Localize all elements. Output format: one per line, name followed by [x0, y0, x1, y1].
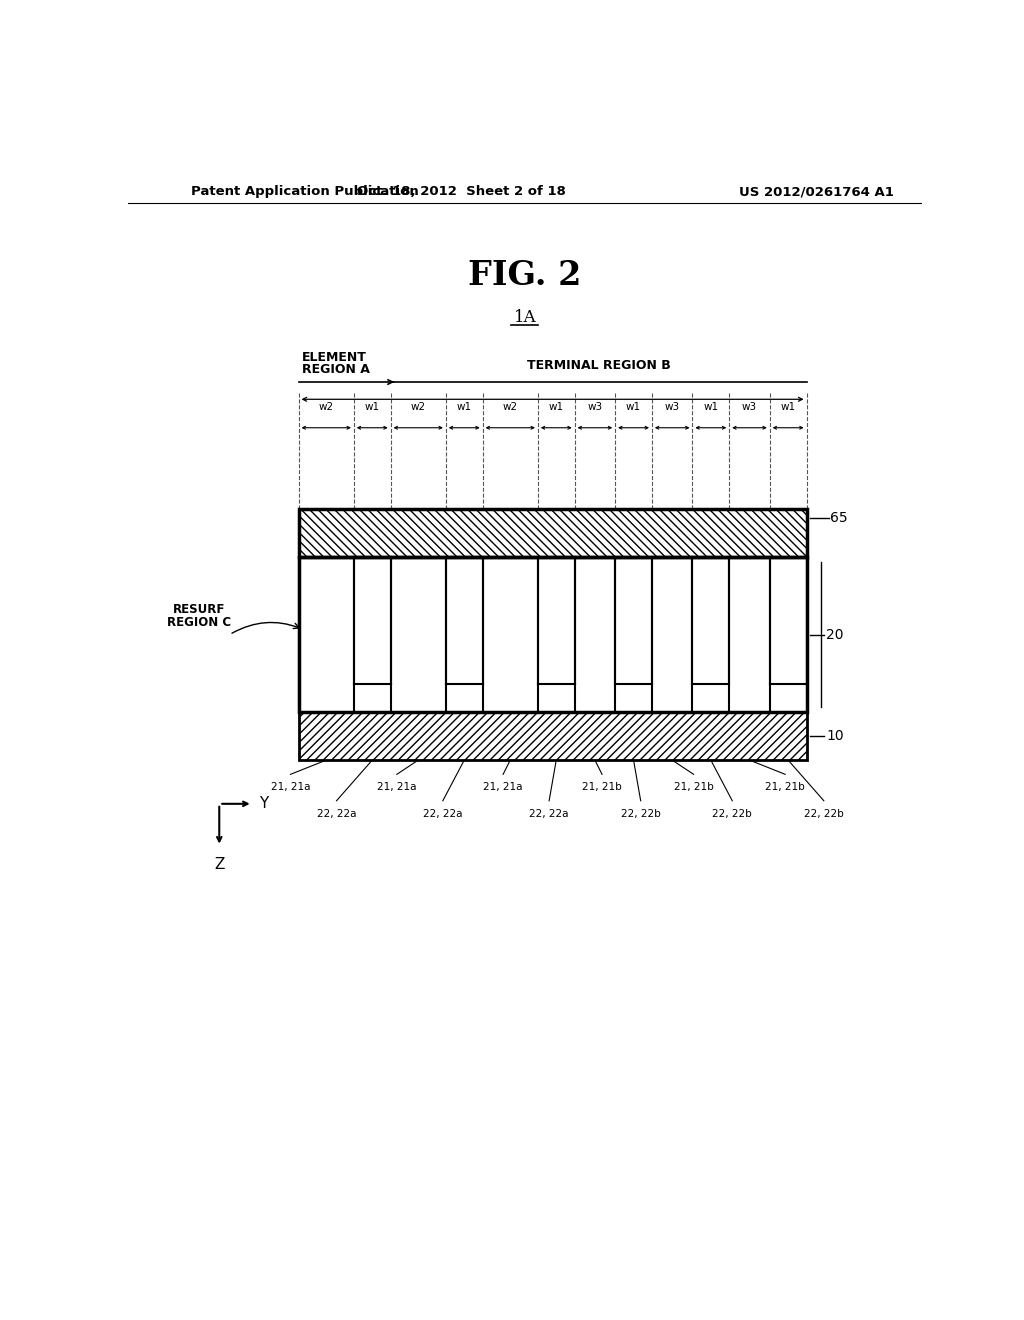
Text: 1A: 1A	[513, 309, 537, 326]
Bar	[574, 557, 615, 713]
Bar	[299, 557, 807, 713]
Text: US 2012/0261764 A1: US 2012/0261764 A1	[739, 185, 894, 198]
Bar	[729, 557, 770, 713]
Bar	[299, 557, 354, 713]
Text: 20: 20	[826, 627, 844, 642]
Bar	[620, 557, 647, 678]
Text: w2: w2	[411, 403, 426, 412]
Bar	[652, 557, 692, 713]
Text: Z: Z	[214, 857, 224, 871]
Text: 21, 21a: 21, 21a	[483, 783, 523, 792]
Text: 22, 22a: 22, 22a	[529, 809, 569, 818]
Text: 22, 22a: 22, 22a	[423, 809, 463, 818]
Text: 21, 21b: 21, 21b	[583, 783, 622, 792]
Bar	[299, 510, 807, 557]
Text: w2: w2	[503, 403, 518, 412]
Text: w1: w1	[365, 403, 380, 412]
Text: 22, 22a: 22, 22a	[316, 809, 356, 818]
Text: 65: 65	[830, 511, 848, 525]
Text: 21, 21a: 21, 21a	[377, 783, 417, 792]
Bar	[615, 557, 652, 684]
Text: REGION C: REGION C	[167, 616, 231, 628]
Bar	[482, 557, 538, 713]
Text: w3: w3	[665, 403, 680, 412]
Bar	[770, 557, 807, 684]
Text: Y: Y	[259, 796, 268, 812]
Text: 21, 21a: 21, 21a	[270, 783, 310, 792]
Text: w1: w1	[703, 403, 719, 412]
Text: 22, 22b: 22, 22b	[804, 809, 844, 818]
Text: 22, 22b: 22, 22b	[621, 809, 660, 818]
Text: w1: w1	[549, 403, 564, 412]
Text: REGION A: REGION A	[302, 363, 370, 376]
Bar	[697, 557, 724, 678]
Bar	[354, 557, 390, 684]
Text: w1: w1	[626, 403, 641, 412]
Bar	[299, 510, 807, 557]
Text: Oct. 18, 2012  Sheet 2 of 18: Oct. 18, 2012 Sheet 2 of 18	[357, 185, 565, 198]
Text: w3: w3	[742, 403, 757, 412]
Text: ELEMENT: ELEMENT	[302, 351, 367, 364]
Text: 10: 10	[826, 729, 844, 743]
Bar	[543, 557, 570, 678]
Text: w1: w1	[780, 403, 796, 412]
Text: w1: w1	[457, 403, 472, 412]
Text: 21, 21b: 21, 21b	[674, 783, 714, 792]
Text: 22, 22b: 22, 22b	[713, 809, 753, 818]
Bar	[390, 557, 445, 713]
Bar	[774, 557, 802, 678]
Bar	[451, 557, 478, 678]
Bar	[445, 557, 482, 684]
Bar	[692, 557, 729, 684]
Text: Patent Application Publication: Patent Application Publication	[191, 185, 419, 198]
Text: 21, 21b: 21, 21b	[765, 783, 805, 792]
Text: w2: w2	[318, 403, 334, 412]
Text: TERMINAL REGION B: TERMINAL REGION B	[526, 359, 671, 372]
Text: RESURF: RESURF	[173, 603, 225, 615]
Bar	[358, 557, 386, 678]
Bar	[299, 713, 807, 760]
Bar	[538, 557, 574, 684]
Text: w3: w3	[588, 403, 602, 412]
Text: FIG. 2: FIG. 2	[468, 259, 582, 292]
Bar	[299, 557, 807, 713]
